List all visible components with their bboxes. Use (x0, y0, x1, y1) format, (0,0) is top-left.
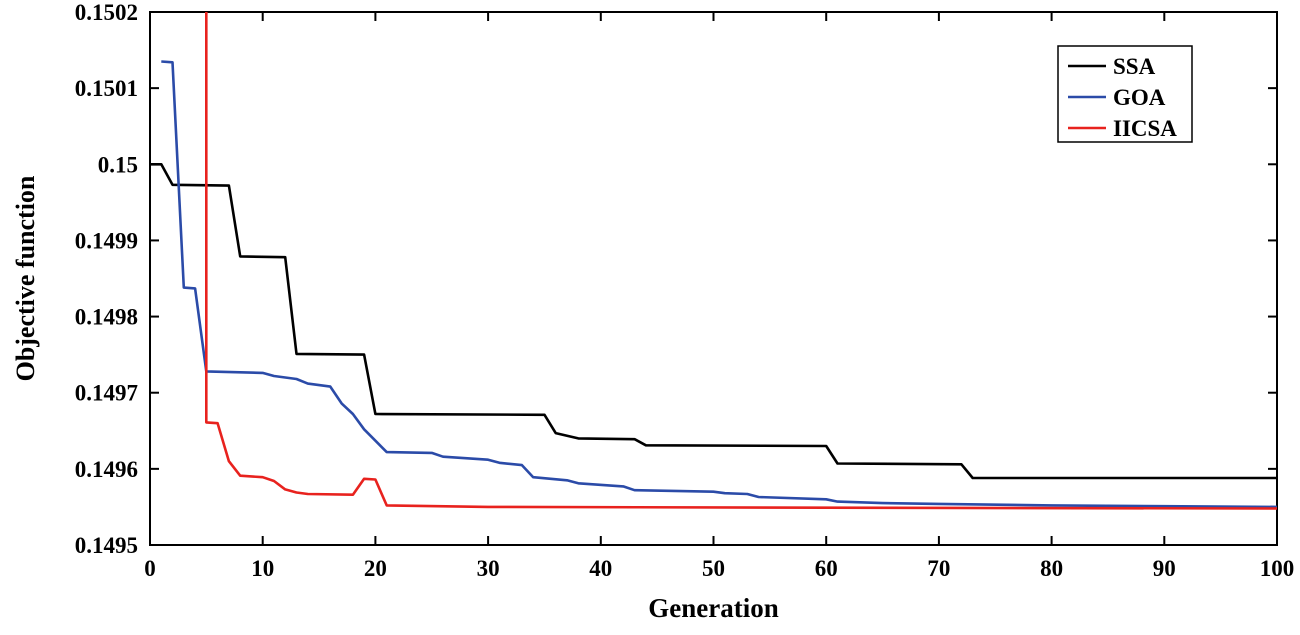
series-line-GOA (161, 60, 1278, 509)
legend-label-SSA: SSA (1113, 54, 1156, 79)
x-axis: 0 10 20 30 40 50 60 70 80 90 100 (144, 12, 1294, 581)
y-tick-label: 0.1501 (75, 76, 138, 101)
x-tick-label: 100 (1260, 556, 1295, 581)
y-tick-label: 0.15 (98, 152, 138, 177)
x-axis-label: Generation (648, 593, 778, 623)
x-tick-label: 10 (251, 556, 274, 581)
series-line-SSA (150, 163, 1277, 480)
x-tick-label: 30 (477, 556, 500, 581)
x-tick-label: 60 (815, 556, 838, 581)
y-tick-label: 0.1496 (75, 457, 138, 482)
x-tick-label: 70 (927, 556, 950, 581)
x-tick-label: 90 (1153, 556, 1176, 581)
y-tick-label: 0.1498 (75, 305, 138, 330)
legend-label-GOA: GOA (1113, 85, 1166, 110)
x-tick-label: 80 (1040, 556, 1063, 581)
y-tick-label: 0.1495 (75, 533, 138, 558)
y-tick-label: 0.1499 (75, 228, 138, 253)
x-tick-label: 40 (589, 556, 612, 581)
y-tick-label: 0.1502 (75, 0, 138, 25)
x-tick-label: 50 (702, 556, 725, 581)
legend-box (1057, 45, 1193, 143)
x-tick-label: 20 (364, 556, 387, 581)
y-tick-label: 0.1497 (75, 381, 138, 406)
legend: SSA GOA IICSA (1057, 45, 1193, 143)
y-axis: 0.1495 0.1496 0.1497 0.1498 0.1499 0.15 0.1501… (75, 0, 1277, 558)
y-axis-label: Objective function (11, 175, 40, 381)
series-line-IICSA (205, 12, 1278, 510)
x-tick-label: 0 (144, 556, 156, 581)
legend-label-IICSA: IICSA (1113, 116, 1177, 141)
